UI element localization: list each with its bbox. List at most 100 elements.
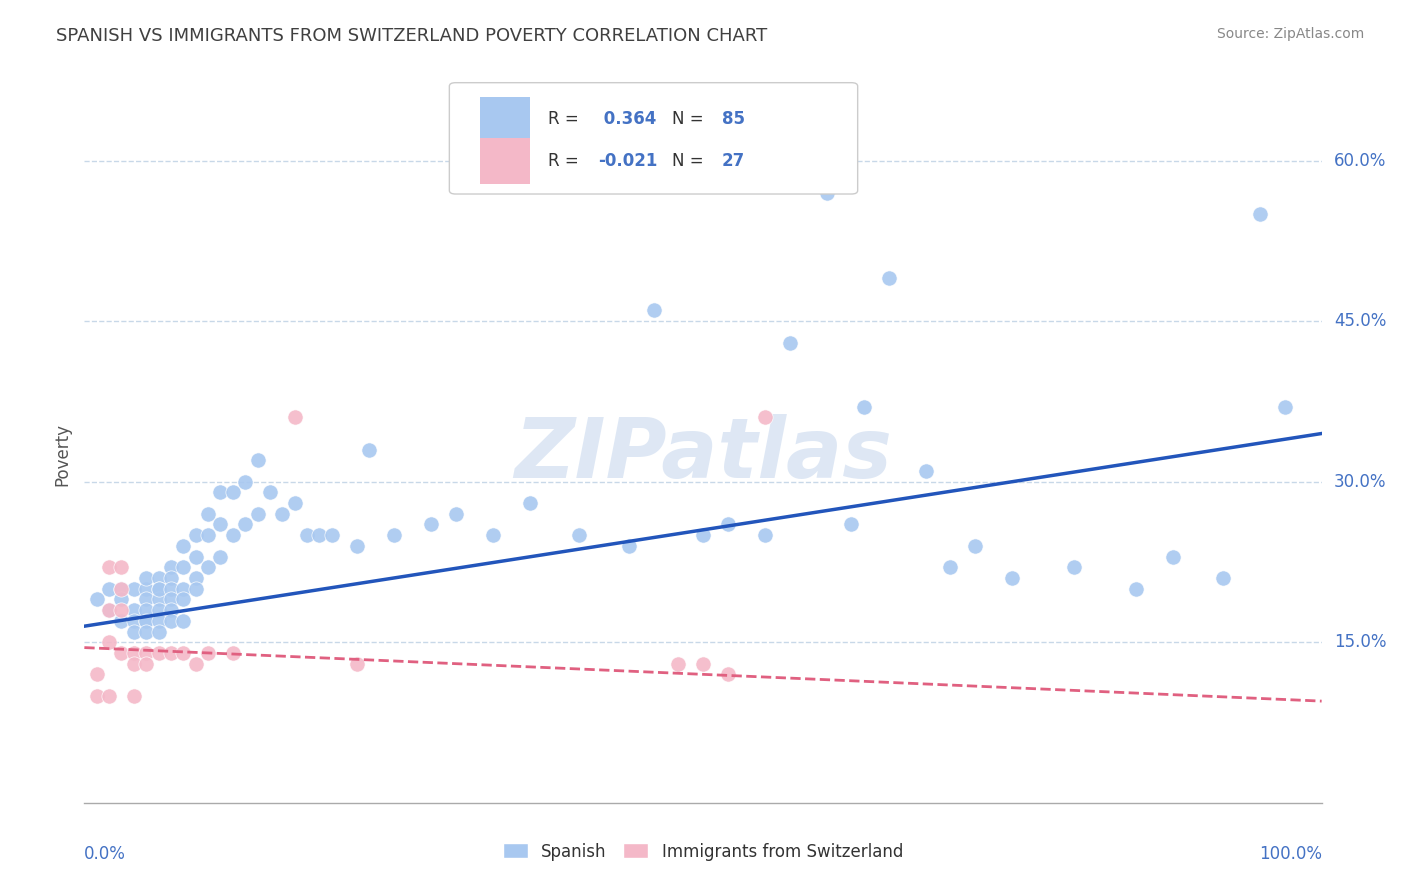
Text: 100.0%: 100.0% <box>1258 845 1322 863</box>
Point <box>184 657 207 671</box>
Point <box>815 186 838 200</box>
Point <box>209 485 232 500</box>
Text: 27: 27 <box>721 152 745 169</box>
Point <box>246 453 269 467</box>
Point <box>110 582 132 596</box>
Point <box>444 507 467 521</box>
Point <box>110 592 132 607</box>
Y-axis label: Poverty: Poverty <box>53 424 72 486</box>
Point <box>160 592 183 607</box>
Point <box>197 646 219 660</box>
Point <box>246 507 269 521</box>
Point <box>197 560 219 574</box>
Point <box>160 582 183 596</box>
Text: 45.0%: 45.0% <box>1334 312 1386 330</box>
Point <box>519 496 541 510</box>
Point <box>172 582 194 596</box>
Point <box>86 592 108 607</box>
Point <box>135 614 157 628</box>
Point <box>184 528 207 542</box>
Point <box>148 592 170 607</box>
Point <box>754 528 776 542</box>
Point <box>481 528 503 542</box>
Point <box>98 560 121 574</box>
Point <box>779 335 801 350</box>
Point <box>122 603 145 617</box>
Point <box>110 582 132 596</box>
Point <box>122 624 145 639</box>
Legend: Spanish, Immigrants from Switzerland: Spanish, Immigrants from Switzerland <box>503 843 903 861</box>
Bar <box>481 138 530 184</box>
Point <box>914 464 936 478</box>
Point <box>222 485 245 500</box>
Point <box>852 400 875 414</box>
Point <box>382 528 405 542</box>
Point <box>148 614 170 628</box>
Point <box>1125 582 1147 596</box>
Point <box>617 539 640 553</box>
Text: 15.0%: 15.0% <box>1334 633 1386 651</box>
Point <box>148 624 170 639</box>
Point <box>172 539 194 553</box>
Point <box>1249 207 1271 221</box>
Point <box>284 410 307 425</box>
Point <box>135 582 157 596</box>
Point <box>122 582 145 596</box>
Point <box>939 560 962 574</box>
Text: SPANISH VS IMMIGRANTS FROM SWITZERLAND POVERTY CORRELATION CHART: SPANISH VS IMMIGRANTS FROM SWITZERLAND P… <box>56 27 768 45</box>
Point <box>135 646 157 660</box>
Point <box>135 603 157 617</box>
Point <box>160 571 183 585</box>
Point <box>321 528 343 542</box>
Point <box>308 528 330 542</box>
Point <box>110 614 132 628</box>
Point <box>122 689 145 703</box>
Point <box>110 560 132 574</box>
Text: 60.0%: 60.0% <box>1334 152 1386 169</box>
Point <box>122 646 145 660</box>
Point <box>717 517 740 532</box>
Point <box>259 485 281 500</box>
Point <box>135 624 157 639</box>
Point <box>233 517 256 532</box>
Point <box>160 603 183 617</box>
Point <box>160 646 183 660</box>
Point <box>98 603 121 617</box>
Point <box>754 410 776 425</box>
Point <box>98 635 121 649</box>
Point <box>135 614 157 628</box>
Point <box>148 582 170 596</box>
Point <box>209 517 232 532</box>
Point <box>160 560 183 574</box>
Point <box>222 528 245 542</box>
FancyBboxPatch shape <box>450 83 858 194</box>
Text: 85: 85 <box>721 110 745 128</box>
Point <box>160 614 183 628</box>
Text: R =: R = <box>548 110 585 128</box>
Point <box>172 560 194 574</box>
Point <box>148 571 170 585</box>
Point <box>184 582 207 596</box>
Point <box>122 657 145 671</box>
Point <box>284 496 307 510</box>
Point <box>148 646 170 660</box>
Point <box>233 475 256 489</box>
Point <box>271 507 294 521</box>
Point <box>209 549 232 564</box>
Point <box>1212 571 1234 585</box>
Point <box>184 549 207 564</box>
Point <box>110 646 132 660</box>
Point <box>1274 400 1296 414</box>
Point <box>1063 560 1085 574</box>
Point <box>172 646 194 660</box>
Point <box>877 271 900 285</box>
Point <box>357 442 380 457</box>
Point <box>98 603 121 617</box>
Point <box>692 528 714 542</box>
Point <box>666 657 689 671</box>
Point <box>1001 571 1024 585</box>
Point <box>197 507 219 521</box>
Point <box>419 517 441 532</box>
Point <box>692 657 714 671</box>
Point <box>965 539 987 553</box>
